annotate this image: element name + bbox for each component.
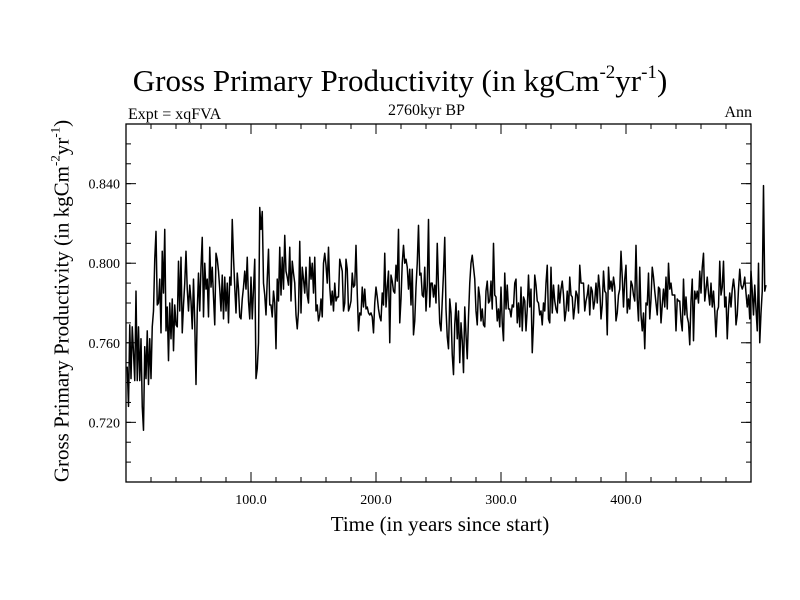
x-tick-label: 100.0 (235, 493, 267, 508)
chart-title-superscript-2: -1 (641, 62, 657, 83)
season-label: Ann (724, 104, 752, 121)
x-tick-label: 300.0 (485, 493, 517, 508)
chart-title-unit-yr: yr (615, 63, 642, 98)
chart-title-close-paren: ) (656, 63, 668, 98)
x-tick-label: 400.0 (610, 493, 642, 508)
chart-title: Gross Primary Productivity (in kgCm-2yr-… (0, 62, 800, 99)
y-tick-label: 0.800 (89, 257, 121, 272)
gpp-series-line (126, 184, 767, 432)
y-tick-label: 0.720 (89, 416, 121, 431)
chart-title-superscript-1: -2 (599, 62, 616, 83)
y-tick-label: 0.760 (89, 337, 121, 352)
experiment-label: Expt = xqFVA (128, 106, 222, 123)
x-tick-label: 200.0 (360, 493, 392, 508)
chart-title-text: Gross Primary Productivity (in kgCm (132, 63, 600, 98)
period-label: 2760kyr BP (388, 102, 465, 119)
x-axis-title: Time (in years since start) (330, 512, 550, 536)
y-tick-label: 0.840 (89, 178, 121, 193)
axis-tick-labels: 100.0 200.0 300.0 400.0 0.720 0.760 0.800 0.840 (89, 178, 642, 508)
